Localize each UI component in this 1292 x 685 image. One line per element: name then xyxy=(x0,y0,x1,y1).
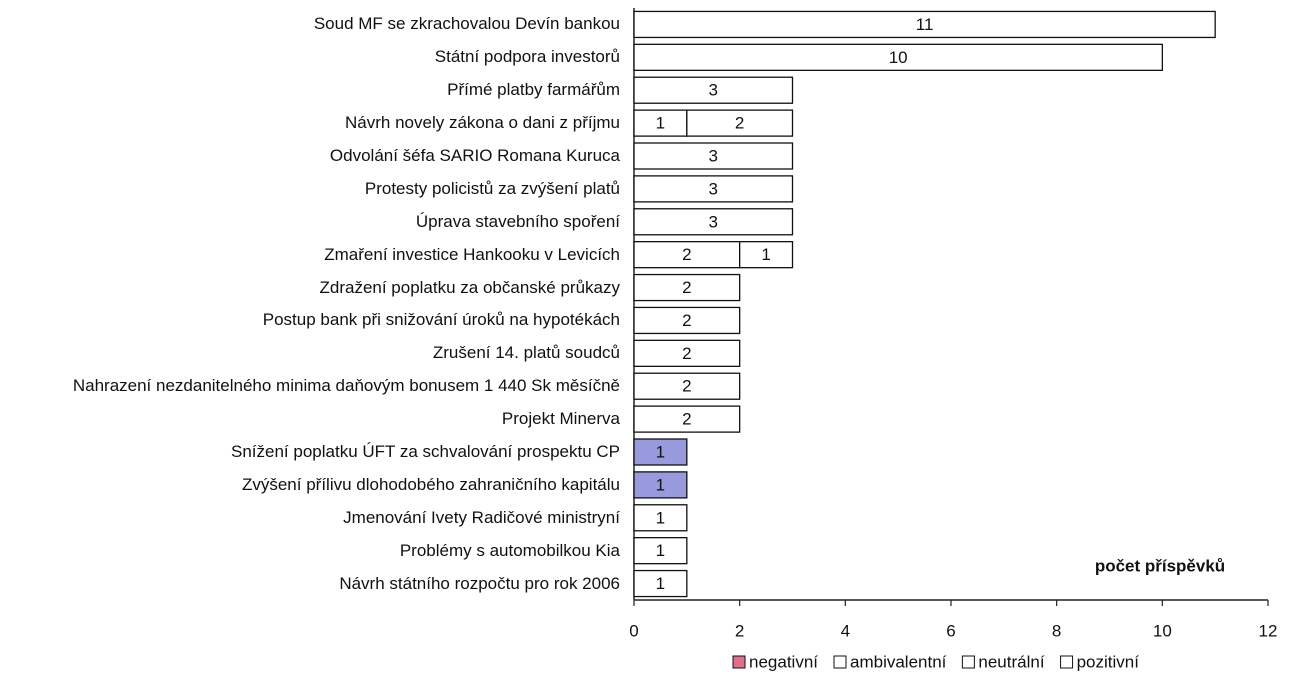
bar-segment xyxy=(633,273,741,302)
category-label: Návrh státního rozpočtu pro rok 2006 xyxy=(339,573,620,593)
x-tick-label: 4 xyxy=(841,621,850,640)
category-label: Postup bank při snižování úroků na hypot… xyxy=(262,310,620,330)
value-label: 3 xyxy=(709,146,718,165)
x-tick-label: 8 xyxy=(1052,621,1061,640)
category-label: Zmaření investice Hankooku v Levicích xyxy=(324,244,620,264)
legend-swatch xyxy=(961,655,975,669)
category-label: Snížení poplatku ÚFT za schvalování pros… xyxy=(231,441,620,461)
x-axis-label: počet příspěvků xyxy=(1095,556,1225,575)
bar-segment xyxy=(633,43,1163,71)
bar-segment xyxy=(686,109,794,137)
category-label: Projekt Minerva xyxy=(501,409,620,429)
value-label: 1 xyxy=(656,574,665,593)
legend-swatch xyxy=(833,655,847,669)
category-label: Zvýšení přílivu dlohodobého zahraničního… xyxy=(241,474,620,494)
bar-segment xyxy=(633,569,688,598)
bar-segment xyxy=(633,405,741,433)
value-label: 3 xyxy=(709,212,718,231)
category-label: Soud MF se zkrachovalou Devín bankou xyxy=(313,14,620,34)
bar-segment xyxy=(633,10,1216,39)
value-label: 1 xyxy=(656,508,665,527)
legend-label: neutrální xyxy=(978,652,1044,671)
value-label: 3 xyxy=(709,179,718,198)
legend-label: pozitivní xyxy=(1077,652,1140,671)
value-label: 2 xyxy=(682,278,691,297)
bar-segment xyxy=(739,241,794,269)
category-label: Přímé platby farmářům xyxy=(447,80,620,100)
category-label: Návrh novely zákona o dani z příjmu xyxy=(345,113,620,133)
category-label: Státní podpora investorů xyxy=(434,47,620,67)
value-label: 2 xyxy=(735,114,744,133)
value-label: 11 xyxy=(916,15,934,34)
bar-segment xyxy=(633,142,794,170)
value-label: 1 xyxy=(656,114,665,133)
category-label: Problémy s automobilkou Kia xyxy=(399,540,620,560)
bar-segment xyxy=(633,372,741,400)
value-label: 3 xyxy=(709,81,718,100)
legend-swatch xyxy=(732,655,746,669)
value-label: 2 xyxy=(682,311,691,330)
category-label: Odvolání šéfa SARIO Romana Kuruca xyxy=(329,145,620,165)
value-label: 1 xyxy=(761,245,770,264)
legend-swatch xyxy=(1060,655,1074,669)
bar-segment xyxy=(633,438,688,466)
value-label: 1 xyxy=(656,442,665,461)
legend-label: ambivalentní xyxy=(850,652,947,671)
x-tick-label: 10 xyxy=(1153,621,1172,640)
x-tick-label: 2 xyxy=(735,621,744,640)
bar-segment xyxy=(633,241,741,269)
value-label: 2 xyxy=(682,410,691,429)
bar-segment xyxy=(633,471,688,499)
category-label: Úprava stavebního spoření xyxy=(415,211,620,231)
value-label: 2 xyxy=(682,245,691,264)
bar-segment xyxy=(633,537,688,565)
category-label: Zdražení poplatku za občanské průkazy xyxy=(319,277,620,297)
x-tick-label: 0 xyxy=(629,621,638,640)
bar-segment xyxy=(633,175,794,203)
x-tick-label: 12 xyxy=(1259,621,1278,640)
bar-segment xyxy=(633,504,688,532)
value-label: 1 xyxy=(656,541,665,560)
category-label: Jmenování Ivety Radičové ministryní xyxy=(343,507,620,527)
value-label: 2 xyxy=(682,377,691,396)
category-label: Nahrazení nezdanitelného minima daňovým … xyxy=(72,376,620,396)
legend-label: negativní xyxy=(749,652,818,671)
bar-segment xyxy=(633,76,794,104)
category-label: Protesty policistů za zvýšení platů xyxy=(364,178,620,198)
bar-segment xyxy=(633,306,741,335)
value-label: 2 xyxy=(682,344,691,363)
bar-segment xyxy=(633,208,794,236)
category-label: Zrušení 14. platů soudců xyxy=(432,343,620,363)
x-tick-label: 6 xyxy=(946,621,955,640)
bar-segment xyxy=(633,109,688,137)
value-label: 10 xyxy=(889,48,908,67)
value-label: 1 xyxy=(656,475,665,494)
bar-segment xyxy=(633,339,741,367)
